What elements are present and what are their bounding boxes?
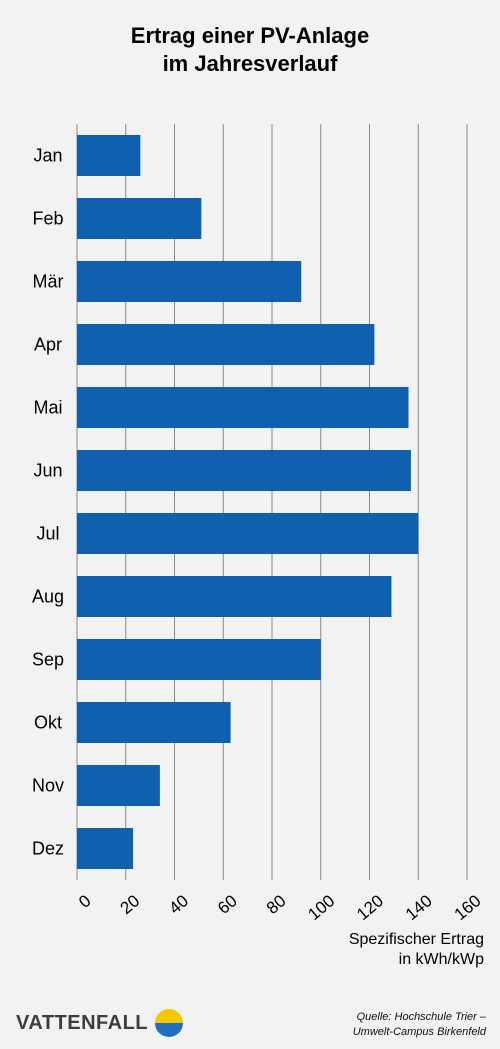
category-label: Feb [32,209,63,229]
category-label: Okt [34,713,62,733]
category-label: Apr [34,335,62,355]
logo-wordmark: VATTENFALL [16,1011,149,1034]
bar-Mai [77,387,409,428]
category-label: Jun [33,461,62,481]
source-line2: Umwelt-Campus Birkenfeld [352,1026,486,1038]
chart-title-line1: Ertrag einer PV-Anlage [130,23,370,48]
x-tick-label: 100 [304,891,338,924]
bar-Mär [77,261,302,302]
vattenfall-logo: VATTENFALL [16,1008,184,1038]
gridlines [76,124,468,880]
x-tick-labels: 0 20 40 60 80 100 120 140 160 [75,891,484,924]
x-axis-label: Spezifischer Ertrag in kWh/kWp [349,930,484,970]
logo-sun-icon [155,1009,184,1037]
bars [77,135,419,869]
chart-title-line2: im Jahresverlauf [162,51,338,76]
x-tick-label: 120 [353,891,387,924]
x-axis-label-line2: in kWh/kWp [398,951,484,968]
source-line1: Quelle: Hochschule Trier – [356,1011,486,1023]
chart-title: Ertrag einer PV-Anlage im Jahresverlauf [0,22,500,78]
category-labels: Jan Feb Mär Apr Mai Jun Jul Aug Sep Okt Nov Dez [32,146,64,859]
x-tick-label: 60 [214,891,241,918]
x-axis-label-line1: Spezifischer Ertrag [348,931,484,948]
category-label: Jan [33,146,62,166]
x-tick-label: 40 [165,891,192,918]
x-tick-label: 140 [402,891,436,924]
x-tick-label: 80 [263,891,290,918]
bar-Jun [77,450,411,491]
bar-Sep [77,639,321,680]
category-label: Sep [32,650,64,670]
bar-chart: Jan Feb Mär Apr Mai Jun Jul Aug Sep Okt Nov Dez 0 20… [32,124,485,924]
x-tick-label: 20 [117,891,144,918]
bar-Jan [77,135,141,176]
bar-Okt [77,702,231,743]
bar-Nov [77,765,160,806]
category-label: Dez [32,839,64,859]
category-label: Aug [32,587,64,607]
category-label: Nov [32,776,64,796]
bar-Jul [77,513,419,554]
bar-Aug [77,576,392,617]
category-label: Jul [36,524,59,544]
bar-Dez [77,828,134,869]
bar-Feb [77,198,202,239]
bar-Apr [77,324,375,365]
x-tick-label: 0 [75,891,94,912]
category-label: Mai [33,398,62,418]
category-label: Mär [33,272,64,292]
source-note: Quelle: Hochschule Trier – Umwelt-Campus… [353,1010,486,1040]
x-tick-label: 160 [451,891,485,924]
